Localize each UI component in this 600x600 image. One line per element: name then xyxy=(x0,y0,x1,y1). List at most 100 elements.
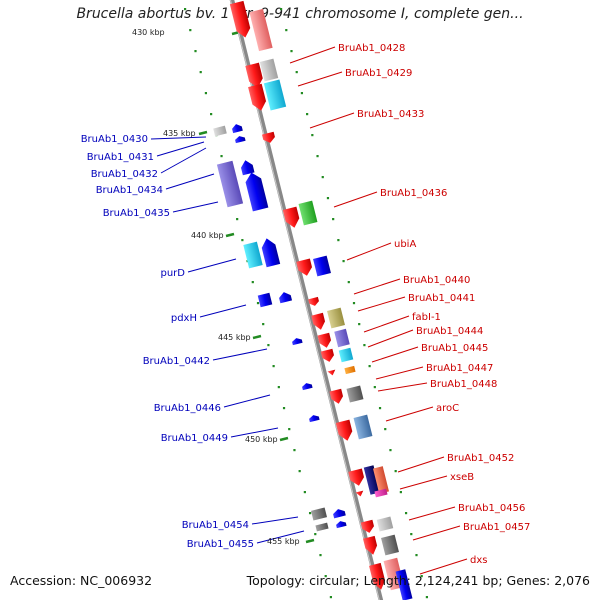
guide-dot xyxy=(420,575,423,578)
gene-block[interactable] xyxy=(329,388,344,405)
label-leader-line xyxy=(199,304,247,318)
gene-block[interactable] xyxy=(245,62,264,90)
gene-block[interactable] xyxy=(363,535,379,556)
gene-block[interactable] xyxy=(308,414,320,423)
forward-gene-label[interactable]: BruAb1_0448 xyxy=(430,379,497,390)
gene-block[interactable] xyxy=(257,292,273,308)
guide-dot xyxy=(321,176,324,179)
reverse-gene-label[interactable]: BruAb1_0435 xyxy=(103,208,170,219)
tick-label: 430 kbp xyxy=(132,28,165,37)
gene-block[interactable] xyxy=(260,237,281,268)
gene-block[interactable] xyxy=(298,200,318,226)
label-leader-line xyxy=(160,147,207,174)
tick-label: 440 kbp xyxy=(191,231,224,240)
forward-gene-label[interactable]: BruAb1_0457 xyxy=(463,522,530,533)
gene-block[interactable] xyxy=(244,171,269,212)
gene-block[interactable] xyxy=(282,206,301,230)
reverse-gene-label[interactable]: BruAb1_0434 xyxy=(96,185,163,196)
gene-block[interactable] xyxy=(332,508,346,519)
reverse-gene-label[interactable]: BruAb1_0455 xyxy=(187,539,254,550)
forward-gene-label[interactable]: BruAb1_0444 xyxy=(416,326,483,337)
forward-gene-label[interactable]: dxs xyxy=(470,555,487,566)
guide-dot xyxy=(389,449,392,452)
forward-gene-label[interactable]: BruAb1_0440 xyxy=(403,275,470,286)
gene-block[interactable] xyxy=(301,382,313,391)
gene-block[interactable] xyxy=(335,520,347,529)
gene-block[interactable] xyxy=(311,312,327,331)
gene-block[interactable] xyxy=(249,8,273,52)
gene-block[interactable] xyxy=(369,562,387,591)
forward-gene-label[interactable]: BruAb1_0441 xyxy=(408,293,475,304)
reverse-gene-label[interactable]: BruAb1_0454 xyxy=(182,520,249,531)
guide-dot xyxy=(194,50,197,53)
gene-block[interactable] xyxy=(395,569,413,600)
forward-gene-label[interactable]: BruAb1_0429 xyxy=(345,68,412,79)
forward-gene-label[interactable]: aroC xyxy=(436,403,459,414)
forward-gene-label[interactable]: BruAb1_0436 xyxy=(380,188,447,199)
forward-gene-label[interactable]: xseB xyxy=(450,472,474,483)
gene-block[interactable] xyxy=(381,534,399,556)
gene-block[interactable] xyxy=(291,337,303,346)
forward-gene-label[interactable]: fabI-1 xyxy=(412,312,441,323)
gene-block[interactable] xyxy=(335,419,354,443)
gene-block[interactable] xyxy=(353,414,373,440)
guide-dot xyxy=(373,386,376,389)
reverse-gene-label[interactable]: BruAb1_0432 xyxy=(91,169,158,180)
label-leader-line xyxy=(156,141,205,157)
gene-block[interactable] xyxy=(259,58,279,82)
gene-block[interactable] xyxy=(308,296,320,307)
gene-block[interactable] xyxy=(360,519,376,535)
gene-block[interactable] xyxy=(263,79,287,111)
gene-block[interactable] xyxy=(239,159,255,176)
gene-block[interactable] xyxy=(334,328,350,348)
gene-block[interactable] xyxy=(376,516,394,532)
gene-block[interactable] xyxy=(231,123,243,134)
gene-block[interactable] xyxy=(346,385,364,403)
tick-mark xyxy=(279,436,289,442)
gene-block[interactable] xyxy=(234,135,246,144)
reverse-gene-label[interactable]: BruAb1_0446 xyxy=(154,403,221,414)
gene-block[interactable] xyxy=(363,465,381,495)
guide-dot xyxy=(298,470,301,473)
gene-block[interactable] xyxy=(315,522,329,532)
forward-gene-label[interactable]: BruAb1_0433 xyxy=(357,109,424,120)
forward-gene-label[interactable]: BruAb1_0452 xyxy=(447,453,514,464)
gene-block[interactable] xyxy=(310,507,328,521)
gene-block[interactable] xyxy=(243,241,263,269)
gene-block[interactable] xyxy=(248,83,268,113)
tick-mark xyxy=(225,232,235,238)
gene-block[interactable] xyxy=(373,466,389,494)
gene-block[interactable] xyxy=(374,488,388,498)
gene-block[interactable] xyxy=(327,307,345,329)
label-leader-line xyxy=(371,346,419,363)
label-leader-line xyxy=(357,296,406,312)
gene-block[interactable] xyxy=(229,0,252,39)
guide-dot xyxy=(282,407,286,410)
forward-gene-label[interactable]: BruAb1_0456 xyxy=(458,503,525,514)
gene-block[interactable] xyxy=(278,291,293,304)
gene-block[interactable] xyxy=(355,490,365,498)
gene-block[interactable] xyxy=(320,348,336,364)
gene-block[interactable] xyxy=(213,125,227,137)
reverse-gene-label[interactable]: BruAb1_0449 xyxy=(161,433,228,444)
gene-block[interactable] xyxy=(317,332,332,349)
gene-block[interactable] xyxy=(338,347,354,363)
forward-gene-label[interactable]: ubiA xyxy=(394,239,416,250)
gene-block[interactable] xyxy=(313,255,331,277)
gene-block[interactable] xyxy=(344,365,356,375)
reverse-gene-label[interactable]: pdxH xyxy=(171,313,197,324)
guide-dot xyxy=(183,8,187,11)
reverse-gene-label[interactable]: BruAb1_0431 xyxy=(87,152,154,163)
gene-block[interactable] xyxy=(296,258,313,278)
forward-gene-label[interactable]: BruAb1_0428 xyxy=(338,43,405,54)
gene-block[interactable] xyxy=(348,468,365,488)
gene-block[interactable] xyxy=(327,369,337,377)
reverse-gene-label[interactable]: BruAb1_0430 xyxy=(81,134,148,145)
gene-block[interactable] xyxy=(216,160,244,208)
forward-gene-label[interactable]: BruAb1_0445 xyxy=(421,343,488,354)
gene-block[interactable] xyxy=(261,131,276,145)
reverse-gene-label[interactable]: BruAb1_0442 xyxy=(143,356,210,367)
guide-dot xyxy=(300,92,304,95)
reverse-gene-label[interactable]: purD xyxy=(161,268,186,279)
forward-gene-label[interactable]: BruAb1_0447 xyxy=(426,363,493,374)
